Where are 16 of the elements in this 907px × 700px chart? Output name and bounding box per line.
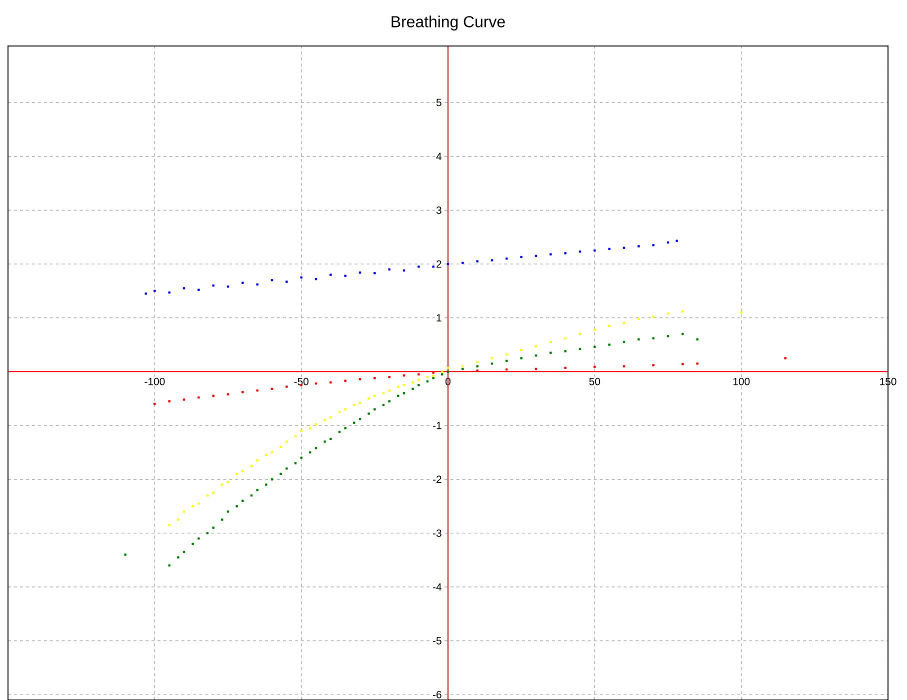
x-tick-label: -100 <box>144 378 165 386</box>
x-tick-label: -50 <box>294 378 308 386</box>
y-tick-label: -5 <box>432 637 442 644</box>
x-tick-label: 50 <box>589 378 600 386</box>
y-tick-label: -1 <box>432 422 442 430</box>
y-tick-label: 1 <box>436 314 442 322</box>
y-tick-label: -4 <box>432 583 442 591</box>
y-tick-label: 2 <box>436 260 442 268</box>
y-tick-label: 3 <box>436 206 442 214</box>
y-tick-label: 5 <box>436 98 442 106</box>
chart-title: Breathing Curve <box>392 16 505 31</box>
y-tick-label: -2 <box>432 476 442 483</box>
x-tick-label: 100 <box>733 378 750 386</box>
y-tick-label: -6 <box>432 690 442 698</box>
y-tick-label: 4 <box>436 152 442 160</box>
y-tick-label: -3 <box>432 529 442 537</box>
